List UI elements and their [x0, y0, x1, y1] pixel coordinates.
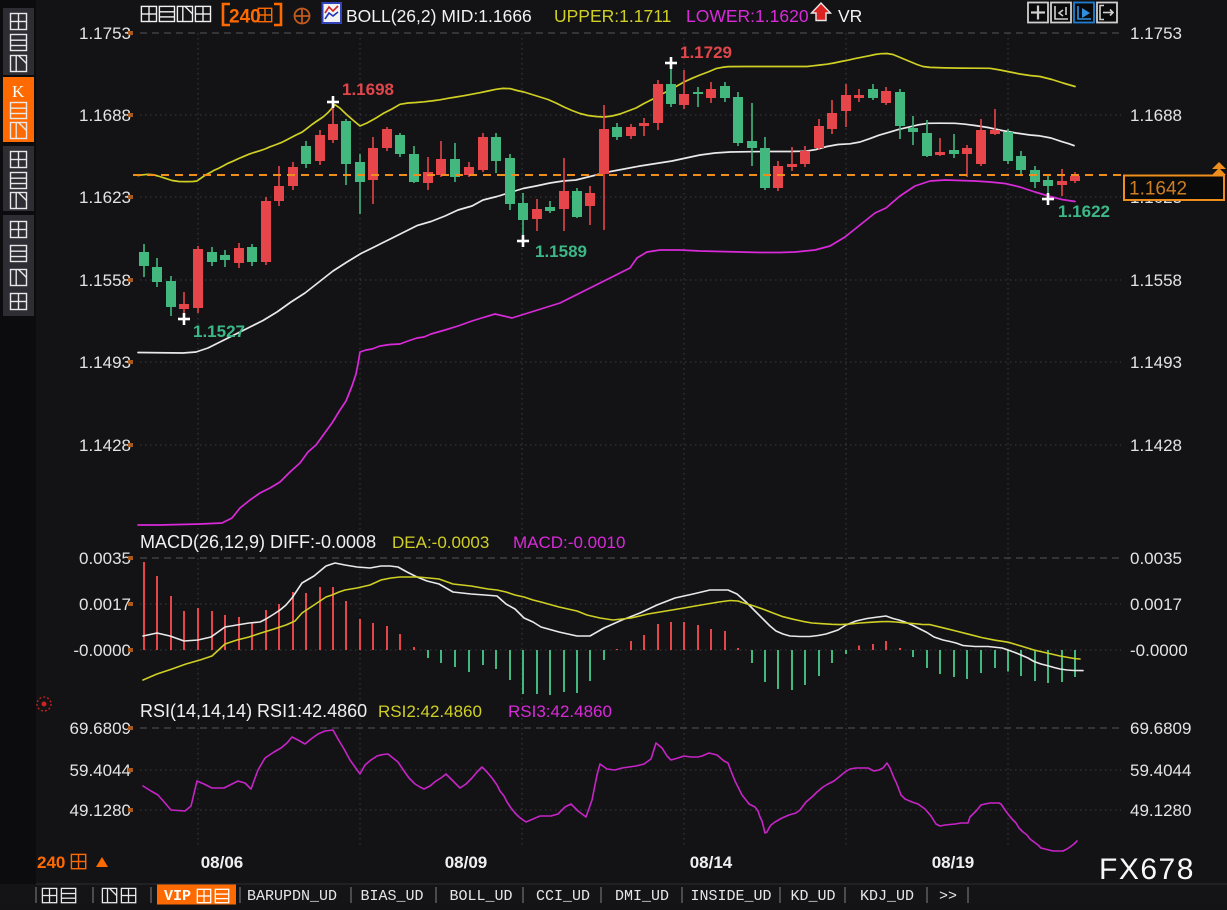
- svg-text:0.0017: 0.0017: [1130, 595, 1182, 614]
- svg-text:1.1688: 1.1688: [79, 106, 131, 125]
- svg-text:08/19: 08/19: [932, 853, 975, 872]
- svg-text:>>: >>: [939, 888, 957, 905]
- svg-text:-0.0000: -0.0000: [73, 641, 131, 660]
- svg-text:1.1589: 1.1589: [535, 242, 587, 261]
- svg-text:1.1642: 1.1642: [1129, 179, 1187, 200]
- svg-text:VIP: VIP: [164, 888, 191, 905]
- svg-text:BOLL(26,2) MID:1.1666: BOLL(26,2) MID:1.1666: [346, 6, 532, 26]
- svg-text:0.0035: 0.0035: [1130, 549, 1182, 568]
- svg-text:FX678: FX678: [1099, 853, 1195, 886]
- svg-text:KDJ_UD: KDJ_UD: [860, 888, 914, 905]
- svg-text:1.1623: 1.1623: [79, 188, 131, 207]
- svg-text:INSIDE_UD: INSIDE_UD: [690, 888, 771, 905]
- svg-text:BOLL_UD: BOLL_UD: [449, 888, 512, 905]
- svg-text:1.1753: 1.1753: [1130, 24, 1182, 43]
- svg-text:1.1493: 1.1493: [1130, 353, 1182, 372]
- svg-text:UPPER:1.1711: UPPER:1.1711: [554, 6, 671, 26]
- svg-text:1.1493: 1.1493: [79, 353, 131, 372]
- svg-text:1.1428: 1.1428: [1130, 436, 1182, 455]
- svg-text:K: K: [12, 82, 25, 101]
- svg-text:1.1558: 1.1558: [79, 271, 131, 290]
- svg-text:49.1280: 49.1280: [70, 801, 131, 820]
- svg-text:1.1428: 1.1428: [79, 436, 131, 455]
- svg-text:RSI3:42.4860: RSI3:42.4860: [508, 702, 612, 721]
- svg-text:69.6809: 69.6809: [1130, 719, 1191, 738]
- svg-text:1.1753: 1.1753: [79, 24, 131, 43]
- svg-text:LOWER:1.1620: LOWER:1.1620: [686, 6, 809, 26]
- svg-text:RSI(14,14,14) RSI1:42.4860: RSI(14,14,14) RSI1:42.4860: [140, 701, 367, 721]
- svg-text:0.0017: 0.0017: [79, 595, 131, 614]
- svg-text:MACD(26,12,9) DIFF:-0.0008: MACD(26,12,9) DIFF:-0.0008: [140, 532, 376, 552]
- svg-text:240: 240: [37, 853, 65, 872]
- svg-text:1.1729: 1.1729: [680, 43, 732, 62]
- svg-text:1.1622: 1.1622: [1058, 202, 1110, 221]
- svg-text:MACD:-0.0010: MACD:-0.0010: [513, 533, 625, 552]
- svg-text:1.1698: 1.1698: [342, 80, 394, 99]
- svg-text:RSI2:42.4860: RSI2:42.4860: [378, 702, 482, 721]
- svg-text:BIAS_UD: BIAS_UD: [360, 888, 423, 905]
- svg-text:240: 240: [229, 7, 261, 28]
- svg-text:1.1688: 1.1688: [1130, 106, 1182, 125]
- svg-text:1.1558: 1.1558: [1130, 271, 1182, 290]
- svg-text:49.1280: 49.1280: [1130, 801, 1191, 820]
- svg-text:KD_UD: KD_UD: [790, 888, 835, 905]
- svg-text:-0.0000: -0.0000: [1130, 641, 1188, 660]
- svg-text:08/09: 08/09: [445, 853, 488, 872]
- svg-text:DMI_UD: DMI_UD: [615, 888, 669, 905]
- svg-text:CCI_UD: CCI_UD: [536, 888, 590, 905]
- svg-text:DEA:-0.0003: DEA:-0.0003: [392, 533, 489, 552]
- svg-text:1.1527: 1.1527: [193, 322, 245, 341]
- svg-text:08/06: 08/06: [201, 853, 244, 872]
- svg-text:59.4044: 59.4044: [1130, 761, 1191, 780]
- svg-text:0.0035: 0.0035: [79, 549, 131, 568]
- svg-text:08/14: 08/14: [690, 853, 733, 872]
- svg-text:69.6809: 69.6809: [70, 719, 131, 738]
- svg-text:VR: VR: [838, 6, 862, 26]
- svg-text:59.4044: 59.4044: [70, 761, 131, 780]
- svg-text:BARUPDN_UD: BARUPDN_UD: [247, 888, 337, 905]
